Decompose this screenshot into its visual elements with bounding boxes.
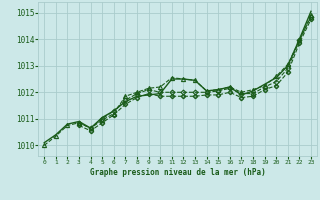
X-axis label: Graphe pression niveau de la mer (hPa): Graphe pression niveau de la mer (hPa) — [90, 168, 266, 177]
